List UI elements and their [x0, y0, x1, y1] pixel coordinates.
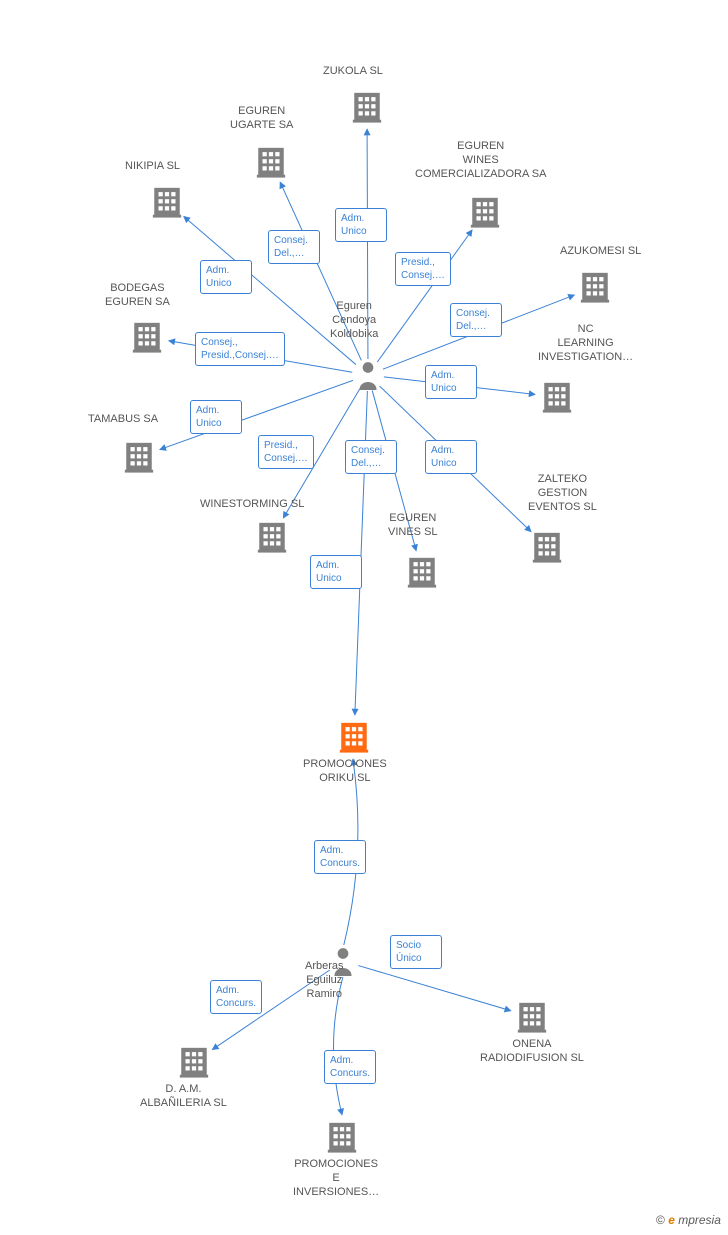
node-label: Arberas Eguiluz Ramiro	[305, 960, 344, 1001]
building-icon[interactable]	[254, 145, 288, 179]
edge-label: Adm. Concurs.	[210, 980, 262, 1014]
building-icon[interactable]	[255, 520, 289, 554]
edge	[160, 380, 353, 449]
building-icon[interactable]	[337, 720, 371, 754]
node-label: NC LEARNING INVESTIGATION…	[538, 323, 633, 364]
node-label: PROMOCIONES ORIKU SL	[303, 758, 387, 786]
node-label: ZUKOLA SL	[323, 65, 383, 79]
watermark: © e mpresia	[656, 1213, 721, 1227]
edge	[377, 230, 472, 362]
edge-label: Adm. Unico	[200, 260, 252, 294]
building-icon[interactable]	[325, 1120, 359, 1154]
node-label: PROMOCIONES E INVERSIONES…	[293, 1158, 379, 1199]
edge-label: Consej. Del.,…	[450, 303, 502, 337]
edge	[358, 966, 511, 1011]
node-label: TAMABUS SA	[88, 413, 158, 427]
building-icon[interactable]	[122, 440, 156, 474]
node-label: ZALTEKO GESTION EVENTOS SL	[528, 473, 597, 514]
node-label: D. A.M. ALBAÑILERIA SL	[140, 1083, 227, 1111]
edge-label: Adm. Unico	[425, 365, 477, 399]
edge-label: Consej. Del.,…	[268, 230, 320, 264]
building-icon[interactable]	[578, 270, 612, 304]
building-icon[interactable]	[177, 1045, 211, 1079]
building-icon[interactable]	[405, 555, 439, 589]
watermark-symbol: e	[668, 1213, 675, 1227]
node-label: AZUKOMESI SL	[560, 245, 641, 259]
watermark-text: mpresia	[678, 1213, 721, 1227]
building-icon[interactable]	[530, 530, 564, 564]
building-icon[interactable]	[540, 380, 574, 414]
edge-label: Consej. Del.,…	[345, 440, 397, 474]
edge-label: Consej., Presid.,Consej.…	[195, 332, 285, 366]
edge-label: Socio Único	[390, 935, 442, 969]
building-icon[interactable]	[468, 195, 502, 229]
edge-label: Adm. Unico	[425, 440, 477, 474]
watermark-copyright: ©	[656, 1213, 668, 1227]
node-label: NIKIPIA SL	[125, 160, 180, 174]
node-label: ONENA RADIODIFUSION SL	[480, 1038, 584, 1066]
node-label: EGUREN WINES COMERCIALIZADORA SA	[415, 140, 546, 181]
edge-label: Presid., Consej.…	[395, 252, 451, 286]
edge-label: Adm. Unico	[310, 555, 362, 589]
node-label: BODEGAS EGUREN SA	[105, 282, 170, 310]
building-icon[interactable]	[150, 185, 184, 219]
edge-label: Adm. Concurs.	[314, 840, 366, 874]
node-label: Eguren Cendoya Koldobika	[330, 300, 378, 341]
edge-label: Adm. Unico	[190, 400, 242, 434]
node-label: EGUREN UGARTE SA	[230, 105, 293, 133]
edge-label: Adm. Concurs.	[324, 1050, 376, 1084]
node-label: EGUREN VINES SL	[388, 512, 438, 540]
building-icon[interactable]	[515, 1000, 549, 1034]
person-icon[interactable]	[355, 360, 381, 390]
edge-label: Adm. Unico	[335, 208, 387, 242]
building-icon[interactable]	[130, 320, 164, 354]
node-label: WINESTORMING SL	[200, 498, 304, 512]
edge-label: Presid., Consej.…	[258, 435, 314, 469]
building-icon[interactable]	[350, 90, 384, 124]
